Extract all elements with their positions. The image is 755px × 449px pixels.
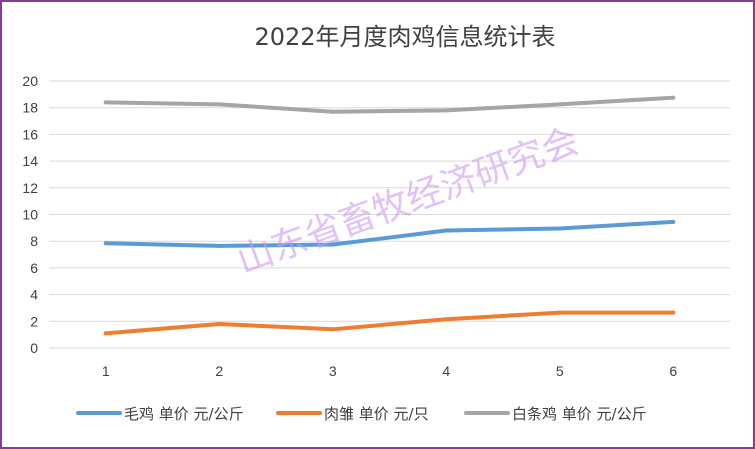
legend-label: 毛鸡 单价 元/公斤 [124,405,244,423]
x-tick-label: 4 [442,363,450,379]
legend-label: 白条鸡 单价 元/公斤 [512,405,647,423]
y-tick-label: 6 [30,260,38,276]
data-point [330,109,335,114]
data-point [217,321,222,326]
x-tick-label: 1 [102,363,110,379]
y-tick-label: 0 [30,340,38,356]
data-point [330,242,335,247]
y-tick-label: 10 [22,207,38,223]
data-point [671,310,676,315]
y-tick-label: 20 [22,73,38,89]
y-tick-label: 12 [22,180,38,196]
data-point [103,331,108,336]
data-point [557,226,562,231]
data-point [330,327,335,332]
data-point [444,108,449,113]
y-tick-label: 14 [22,153,38,169]
x-tick-label: 3 [329,363,337,379]
y-tick-label: 16 [22,126,38,142]
y-tick-label: 4 [30,287,38,303]
data-point [217,102,222,107]
data-point [217,243,222,248]
x-tick-label: 5 [556,363,564,379]
chart-title: 2022年月度肉鸡信息统计表 [254,23,555,51]
data-point [671,95,676,100]
gridlines [49,80,730,349]
y-tick-label: 8 [30,233,38,249]
y-tick-label: 2 [30,313,38,329]
legend-label: 肉雏 单价 元/只 [324,405,429,423]
series-line-1 [103,219,676,248]
y-axis-ticks: 0 2 4 6 8 10 12 14 16 18 20 [22,73,38,356]
legend: 毛鸡 单价 元/公斤 肉雏 单价 元/只 白条鸡 单价 元/公斤 [76,405,647,423]
y-tick-label: 18 [22,100,38,116]
data-point [444,228,449,233]
series-lines [103,95,676,336]
x-tick-label: 2 [215,363,223,379]
data-point [103,100,108,105]
data-point [557,102,562,107]
series-line-2 [103,310,676,336]
data-point [557,310,562,315]
data-point [103,241,108,246]
x-axis-ticks: 1 2 3 4 5 6 [102,363,678,379]
data-point [444,317,449,322]
data-point [671,219,676,224]
watermark-text: 山东省畜牧经济研究会 [232,120,584,282]
x-tick-label: 6 [669,363,677,379]
series-line-3 [103,95,676,114]
